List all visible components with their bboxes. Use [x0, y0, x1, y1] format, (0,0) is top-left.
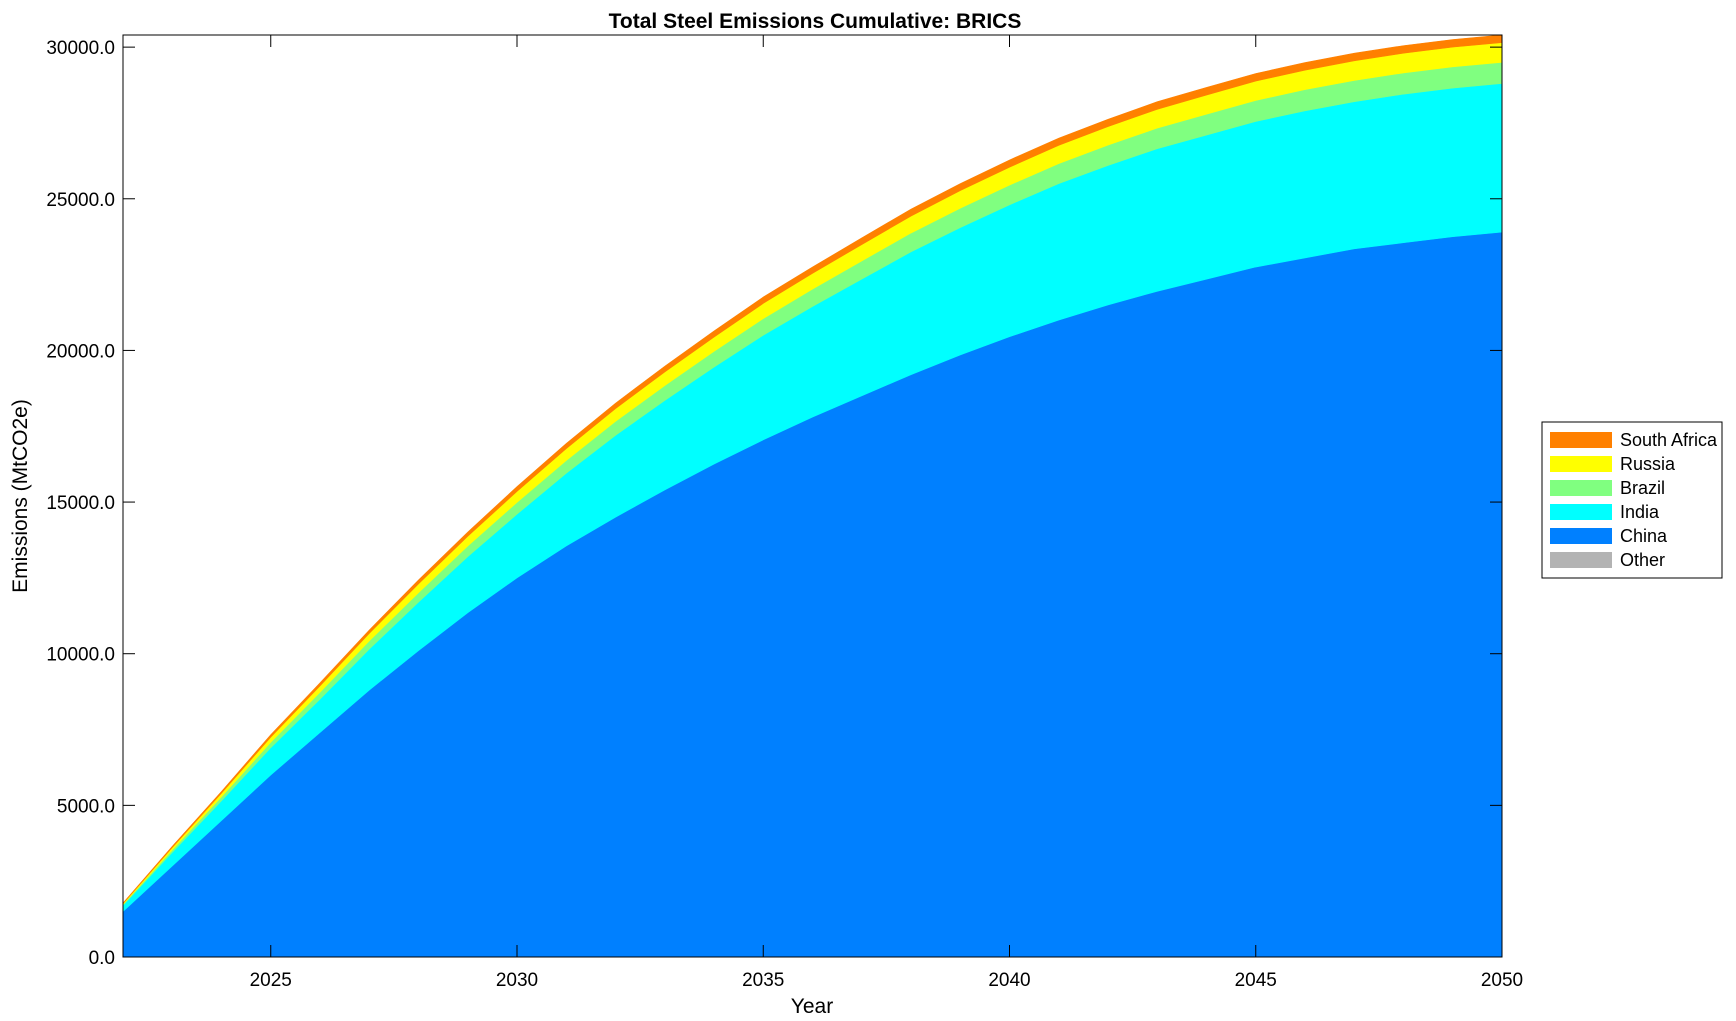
legend-label-other: Other — [1620, 550, 1665, 570]
y-tick-label: 10000.0 — [46, 645, 115, 666]
legend-swatch-brazil — [1550, 480, 1612, 496]
y-axis-label: Emissions (MtCO2e) — [9, 399, 32, 593]
legend-label-south-africa: South Africa — [1620, 430, 1718, 450]
legend: South Africa Russia Brazil India China Other — [1541, 421, 1723, 579]
y-tick-label: 25000.0 — [46, 190, 115, 211]
legend-swatch-india — [1550, 504, 1612, 520]
legend-swatch-other — [1550, 552, 1612, 568]
legend-swatch-russia — [1550, 456, 1612, 472]
y-tick-label: 5000.0 — [57, 796, 115, 817]
plot-frame — [122, 34, 1503, 958]
legend-label-china: China — [1620, 526, 1668, 546]
x-tick-label: 2035 — [742, 970, 784, 991]
y-tick-label: 30000.0 — [46, 38, 115, 59]
x-tick-label: 2030 — [496, 970, 538, 991]
y-axis-ticks: 0.0 5000.0 10000.0 15000.0 20000.0 25000.0 300… — [46, 38, 1502, 969]
legend-swatch-china — [1550, 528, 1612, 544]
x-axis-label: Year — [791, 995, 833, 1018]
x-tick-label: 2045 — [1235, 970, 1277, 991]
x-tick-label: 2025 — [250, 970, 292, 991]
x-tick-label: 2050 — [1481, 970, 1523, 991]
x-tick-label: 2040 — [988, 970, 1030, 991]
legend-label-india: India — [1620, 502, 1660, 522]
legend-label-brazil: Brazil — [1620, 478, 1665, 498]
y-tick-label: 20000.0 — [46, 341, 115, 362]
legend-label-russia: Russia — [1620, 454, 1676, 474]
chart-title: Total Steel Emissions Cumulative: BRICS — [609, 10, 1022, 33]
x-axis-ticks: 2025 2030 2035 2040 2045 2050 — [250, 35, 1523, 991]
y-tick-label: 15000.0 — [46, 493, 115, 514]
y-tick-label: 0.0 — [89, 948, 115, 969]
legend-swatch-south-africa — [1550, 432, 1612, 448]
